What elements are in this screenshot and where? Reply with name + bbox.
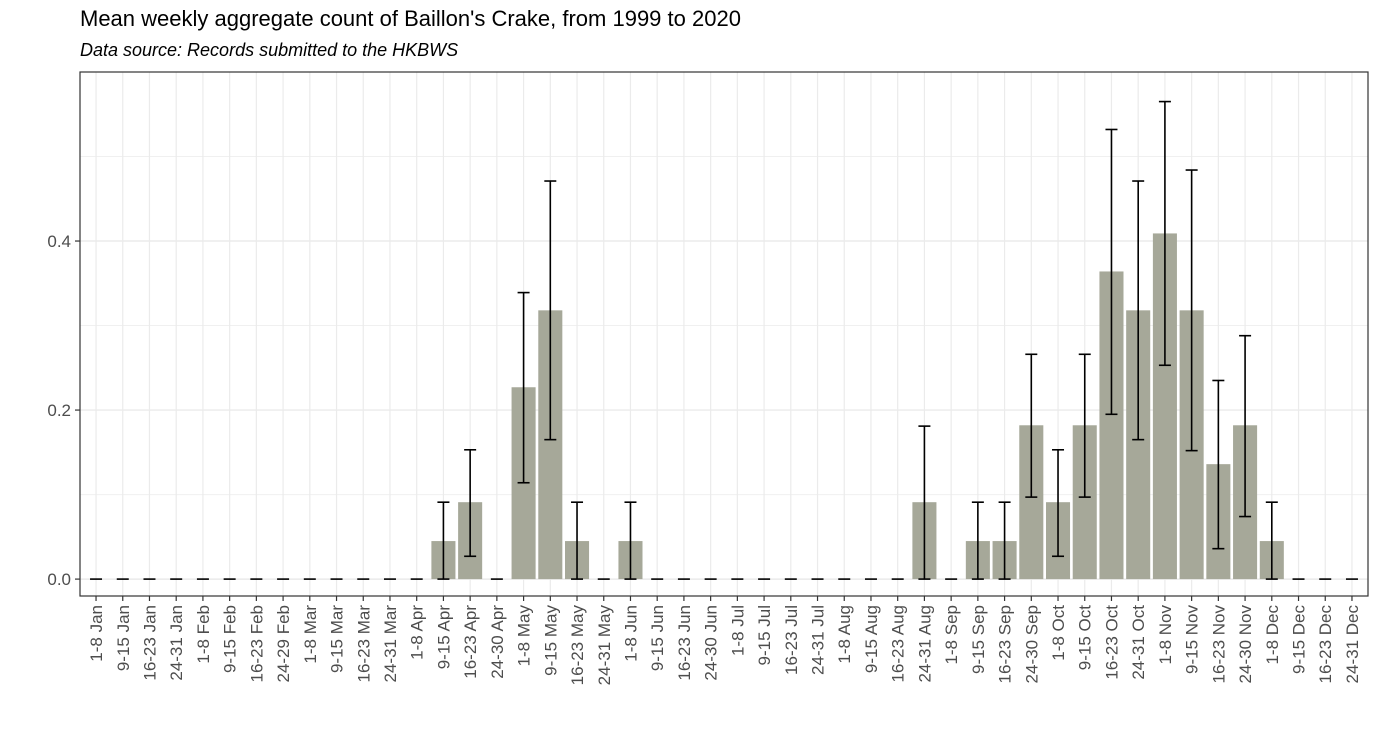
- x-tick-label: 16-23 Oct: [1102, 605, 1121, 680]
- error-bar: [571, 501, 584, 580]
- x-tick-label: 9-15 Jul: [755, 605, 774, 665]
- error-bar: [971, 501, 984, 580]
- error-bar: [1105, 128, 1118, 416]
- x-tick-label: 9-15 Apr: [434, 605, 453, 670]
- x-tick-label: 1-8 Oct: [1049, 605, 1068, 661]
- x-tick-label: 1-8 Aug: [835, 605, 854, 664]
- x-tick-label: 1-8 Jun: [621, 605, 640, 662]
- chart-title: Mean weekly aggregate count of Baillon's…: [80, 6, 741, 31]
- error-bar: [1265, 501, 1278, 580]
- error-bar: [1078, 353, 1091, 498]
- x-tick-label: 1-8 Jan: [87, 605, 106, 662]
- x-tick-label: 16-23 Jan: [140, 605, 159, 681]
- plot-panel-border: [79, 71, 1369, 597]
- x-tick-label: 1-8 Feb: [194, 605, 213, 664]
- y-tick-label: 0.2: [47, 401, 71, 420]
- x-tick-label: 24-31 Mar: [381, 605, 400, 683]
- x-tick-label: 1-8 Apr: [408, 605, 427, 660]
- x-tick-label: 16-23 Jun: [675, 605, 694, 681]
- x-tick-label: 1-8 Jul: [728, 605, 747, 656]
- error-bar: [918, 425, 931, 580]
- chart-subtitle: Data source: Records submitted to the HK…: [80, 40, 459, 60]
- x-tick-label: 24-31 Aug: [915, 605, 934, 683]
- x-tick-label: 24-30 Nov: [1236, 605, 1255, 684]
- x-tick-label: 1-8 Nov: [1156, 605, 1175, 665]
- x-tick-label: 9-15 Jun: [648, 605, 667, 671]
- x-tick-label: 16-23 Dec: [1316, 605, 1335, 684]
- x-axis: 1-8 Jan 9-15 Jan 16-23 Jan 24-31 Jan 1-8 Feb…: [87, 596, 1362, 685]
- error-bar: [1212, 379, 1225, 550]
- x-tick-label: 24-29 Feb: [274, 605, 293, 683]
- x-tick-label: 1-8 May: [515, 605, 534, 667]
- x-tick-label: 24-30 Jun: [702, 605, 721, 681]
- x-tick-label: 16-23 Feb: [247, 605, 266, 683]
- y-tick-label: 0.0: [47, 570, 71, 589]
- error-bar: [464, 448, 477, 558]
- x-tick-label: 16-23 Jul: [782, 605, 801, 675]
- bars: [431, 233, 1284, 580]
- error-bar: [624, 501, 637, 580]
- x-tick-label: 24-31 May: [595, 605, 614, 686]
- x-tick-label: 1-8 Mar: [301, 605, 320, 664]
- x-tick-label: 16-23 Sep: [996, 605, 1015, 683]
- x-tick-label: 1-8 Sep: [942, 605, 961, 665]
- error-bar: [1239, 334, 1252, 518]
- error-bars: [90, 100, 1358, 580]
- x-tick-label: 9-15 Mar: [328, 605, 347, 673]
- x-tick-label: 1-8 Dec: [1263, 605, 1282, 665]
- error-bar: [998, 501, 1011, 580]
- x-tick-label: 9-15 Oct: [1076, 605, 1095, 670]
- error-bar: [1158, 100, 1171, 367]
- x-tick-label: 16-23 May: [568, 605, 587, 686]
- x-tick-label: 24-31 Dec: [1343, 605, 1362, 684]
- x-tick-label: 9-15 Aug: [862, 605, 881, 673]
- grid-lines: [80, 72, 1368, 596]
- x-tick-label: 16-23 Aug: [889, 605, 908, 683]
- x-tick-label: 16-23 Nov: [1209, 605, 1228, 684]
- x-tick-label: 9-15 May: [541, 605, 560, 676]
- error-bar: [517, 291, 530, 484]
- x-tick-label: 24-31 Oct: [1129, 605, 1148, 680]
- x-tick-label: 24-30 Sep: [1022, 605, 1041, 683]
- error-bar: [1052, 448, 1065, 558]
- error-bar: [1025, 353, 1038, 498]
- y-tick-label: 0.4: [47, 232, 71, 251]
- error-bar: [437, 501, 450, 580]
- y-axis: 0.0 0.2 0.4: [47, 232, 80, 589]
- error-bar: [1185, 169, 1198, 452]
- x-tick-label: 24-31 Jul: [809, 605, 828, 675]
- x-tick-label: 9-15 Nov: [1183, 605, 1202, 674]
- x-tick-label: 16-23 Apr: [461, 605, 480, 679]
- x-tick-label: 9-15 Dec: [1290, 605, 1309, 674]
- x-tick-label: 24-30 Apr: [488, 605, 507, 679]
- x-tick-label: 9-15 Jan: [114, 605, 133, 671]
- x-tick-label: 9-15 Sep: [969, 605, 988, 674]
- x-tick-label: 24-31 Jan: [167, 605, 186, 681]
- error-bar: [1132, 180, 1145, 441]
- x-tick-label: 9-15 Feb: [221, 605, 240, 673]
- error-bar: [544, 180, 557, 441]
- x-tick-label: 16-23 Mar: [354, 605, 373, 683]
